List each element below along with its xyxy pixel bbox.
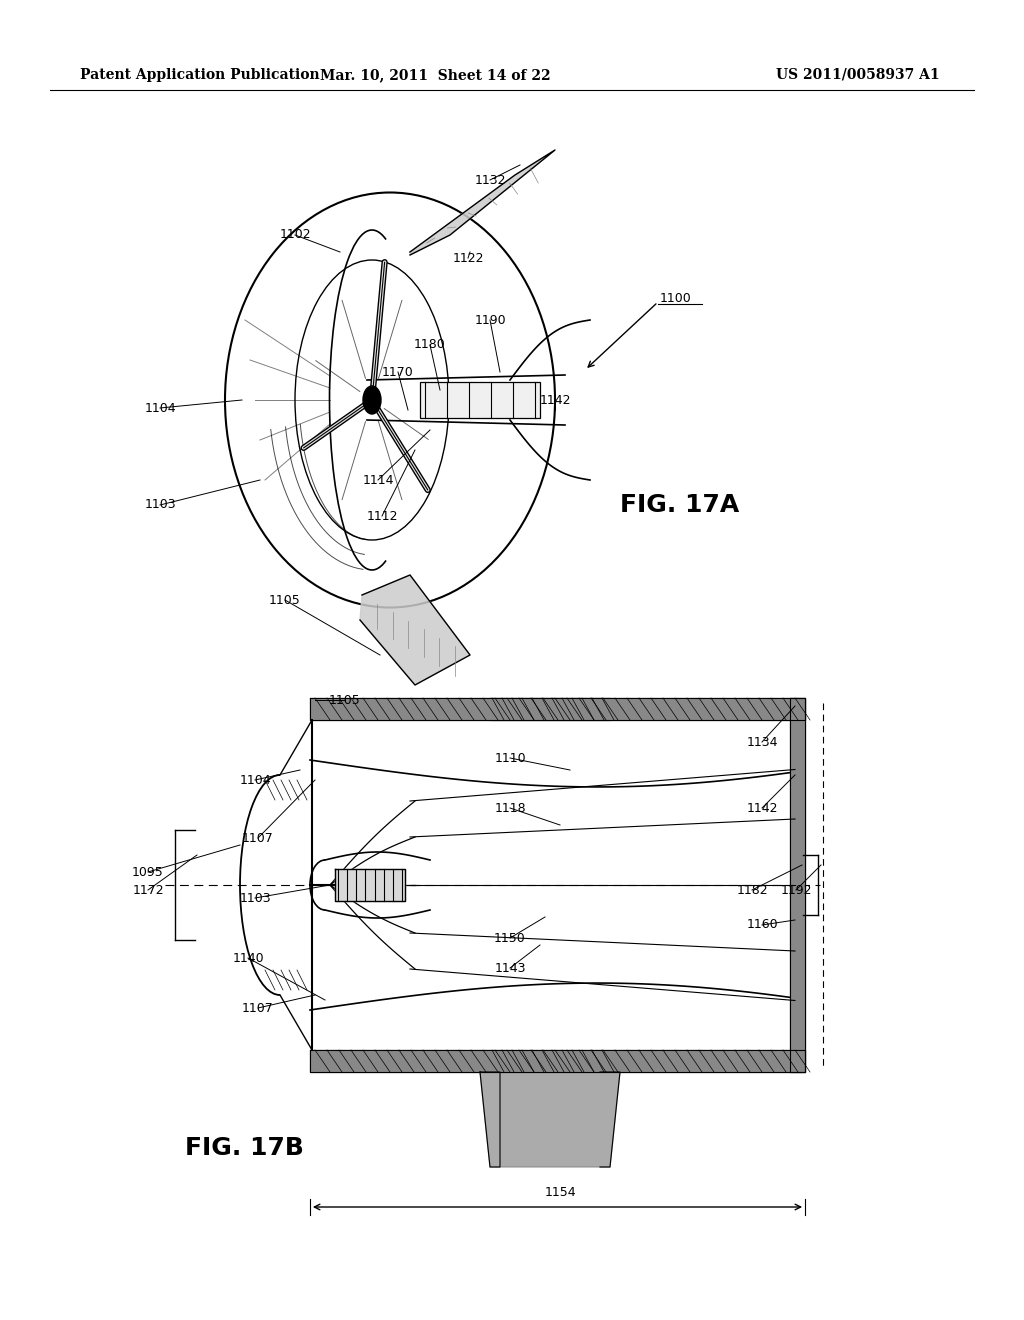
Text: 1170: 1170 xyxy=(382,366,414,379)
Text: 1122: 1122 xyxy=(453,252,483,264)
Text: 1140: 1140 xyxy=(232,952,264,965)
Text: 1172: 1172 xyxy=(132,883,164,896)
Text: 1107: 1107 xyxy=(242,1002,273,1015)
Text: 1118: 1118 xyxy=(495,801,525,814)
Text: 1182: 1182 xyxy=(736,883,768,896)
Polygon shape xyxy=(335,869,406,902)
Text: 1100: 1100 xyxy=(660,292,692,305)
Polygon shape xyxy=(310,1049,805,1072)
Text: FIG. 17B: FIG. 17B xyxy=(185,1137,304,1160)
Text: 1134: 1134 xyxy=(746,735,778,748)
Ellipse shape xyxy=(362,385,381,414)
Text: 1112: 1112 xyxy=(367,510,397,523)
Text: 1142: 1142 xyxy=(746,801,778,814)
Text: 1190: 1190 xyxy=(474,314,506,326)
Text: 1095: 1095 xyxy=(132,866,164,879)
Text: 1105: 1105 xyxy=(329,693,360,706)
Text: 1107: 1107 xyxy=(242,832,273,845)
Text: 1104: 1104 xyxy=(240,774,270,787)
Polygon shape xyxy=(310,698,805,719)
Text: Patent Application Publication: Patent Application Publication xyxy=(80,69,319,82)
Polygon shape xyxy=(360,576,470,685)
Text: 1180: 1180 xyxy=(414,338,445,351)
Text: 1132: 1132 xyxy=(474,173,506,186)
Text: US 2011/0058937 A1: US 2011/0058937 A1 xyxy=(776,69,940,82)
FancyBboxPatch shape xyxy=(420,381,540,418)
Text: Mar. 10, 2011  Sheet 14 of 22: Mar. 10, 2011 Sheet 14 of 22 xyxy=(319,69,550,82)
Polygon shape xyxy=(480,1072,620,1167)
Text: 1142: 1142 xyxy=(540,393,570,407)
Text: 1143: 1143 xyxy=(495,961,525,974)
Polygon shape xyxy=(790,698,805,1072)
Polygon shape xyxy=(490,698,610,719)
Text: FIG. 17A: FIG. 17A xyxy=(620,492,739,517)
Text: 1150: 1150 xyxy=(495,932,526,945)
Polygon shape xyxy=(410,150,555,255)
Text: 1192: 1192 xyxy=(780,883,812,896)
Text: 1103: 1103 xyxy=(240,891,270,904)
Text: 1104: 1104 xyxy=(144,401,176,414)
Text: 1105: 1105 xyxy=(269,594,301,606)
Text: 1110: 1110 xyxy=(495,751,525,764)
Text: 1114: 1114 xyxy=(362,474,394,487)
Text: 1154: 1154 xyxy=(544,1187,575,1200)
Text: 1160: 1160 xyxy=(746,919,778,932)
Text: 1102: 1102 xyxy=(280,228,311,242)
Text: 1103: 1103 xyxy=(144,499,176,511)
